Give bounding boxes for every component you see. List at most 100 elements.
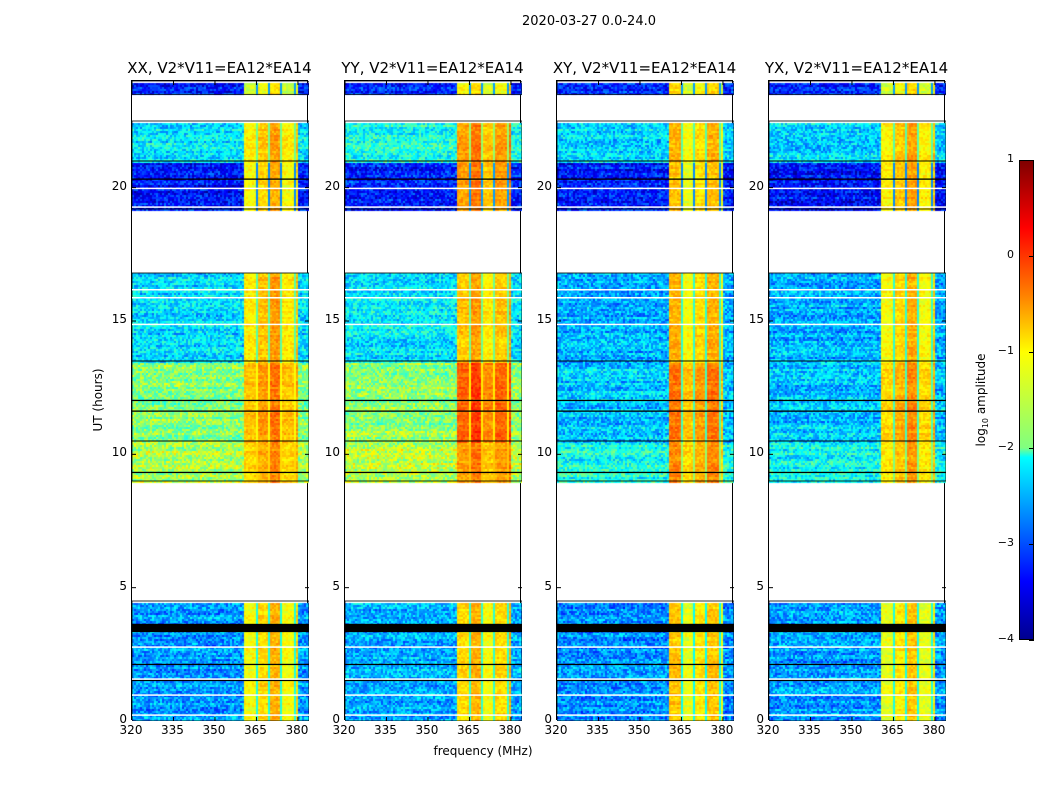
flagged-line (132, 623, 309, 627)
time-band-block (769, 600, 946, 721)
colorbar-tick-mark (1029, 256, 1034, 257)
x-tick-label: 365 (244, 723, 267, 737)
x-tick-label: 350 (415, 723, 439, 737)
time-band-block (769, 440, 946, 482)
x-tick-label: 335 (374, 723, 397, 737)
flagged-line (345, 623, 522, 627)
blank-line (132, 289, 309, 291)
flagged-line (132, 399, 309, 402)
time-band-block (345, 160, 522, 210)
time-band-block (557, 440, 734, 482)
blank-line (557, 714, 734, 716)
time-band-block (557, 272, 734, 362)
colorbar-tick-mark (1029, 544, 1034, 545)
x-tick-label: 365 (669, 723, 692, 737)
x-tick-label: 320 (544, 723, 568, 737)
blank-line (132, 187, 309, 190)
blank-line (557, 323, 734, 326)
blank-line (132, 714, 309, 716)
waterfall-panel (556, 80, 734, 721)
blank-line (769, 646, 946, 648)
y-tick-label: 15 (748, 312, 764, 326)
waterfall-panel (768, 80, 946, 721)
y-tick-label: 10 (111, 445, 127, 460)
colorbar-label-sub: 10 (981, 417, 991, 429)
blank-line (557, 187, 734, 190)
colorbar (1019, 160, 1034, 640)
time-band-block (345, 81, 522, 95)
x-tick-label: 320 (756, 723, 780, 737)
flagged-line (345, 626, 522, 630)
time-band-block (769, 81, 946, 95)
flagged-line (132, 178, 309, 180)
time-band-block (132, 160, 309, 210)
time-band-block (132, 120, 309, 162)
blank-line (132, 694, 309, 696)
flagged-line (345, 399, 522, 402)
colorbar-tick-label: 1 (1007, 152, 1014, 165)
colorbar-tick-label: −4 (997, 632, 1014, 645)
flagged-line (132, 663, 309, 666)
time-band-block (132, 440, 309, 482)
colorbar-label: log10 amplitude (974, 354, 990, 447)
time-band-block (345, 440, 522, 482)
blank-line (132, 646, 309, 648)
blank-line (557, 206, 734, 208)
flagged-line (769, 399, 946, 402)
y-tick-label: 5 (119, 578, 127, 593)
y-tick-label: 20 (748, 178, 764, 193)
colorbar-tick-mark (1029, 448, 1034, 449)
colorbar-tick-label: −2 (997, 440, 1014, 453)
blank-line (557, 678, 734, 680)
blank-line (132, 678, 309, 680)
flagged-line (769, 410, 946, 412)
x-tick-label: 335 (586, 723, 609, 737)
x-tick-label: 335 (798, 723, 821, 737)
flagged-line (769, 623, 946, 627)
figure-title: 2020-03-27 0.0-24.0 (522, 14, 656, 29)
colorbar-tick-mark (1029, 640, 1034, 641)
y-tick-label: 0 (756, 712, 764, 726)
blank-line (769, 289, 946, 291)
blank-line (769, 694, 946, 696)
flagged-line (557, 410, 734, 412)
y-tick-label: 10 (536, 445, 552, 460)
x-tick-label: 320 (119, 723, 143, 737)
x-tick-label: 380 (285, 723, 309, 737)
x-tick-label: 350 (839, 723, 863, 737)
blank-line (345, 646, 522, 648)
y-tick-label: 15 (536, 312, 552, 326)
flagged-line (557, 471, 734, 474)
blank-line (345, 678, 522, 680)
y-tick-label: 10 (324, 445, 340, 460)
waterfall-panel (344, 80, 522, 721)
blank-line (132, 297, 309, 299)
time-band-block (345, 272, 522, 362)
x-tick-label: 335 (161, 723, 184, 737)
panel-title: YY, V2*V11=EA12*EA14 (341, 59, 524, 77)
panel-title: XX, V2*V11=EA12*EA14 (127, 59, 312, 77)
flagged-line (345, 629, 522, 633)
flagged-line (132, 629, 309, 633)
flagged-line (557, 679, 734, 682)
colorbar-tick-label: −3 (997, 536, 1014, 549)
blank-line (345, 297, 522, 299)
time-band-block (345, 600, 522, 721)
y-tick-label: 20 (536, 178, 552, 193)
y-tick-label: 15 (324, 312, 340, 326)
blank-line (557, 297, 734, 299)
colorbar-label-log: log (973, 428, 988, 447)
time-band-block (557, 120, 734, 162)
x-tick-label: 380 (498, 723, 522, 737)
waterfall-panel (131, 80, 309, 721)
flagged-line (557, 178, 734, 180)
flagged-line (345, 663, 522, 666)
flagged-line (132, 679, 309, 682)
colorbar-tick-mark (1029, 160, 1034, 161)
x-tick-label: 320 (332, 723, 356, 737)
blank-line (132, 206, 309, 208)
panel-overlay (557, 81, 734, 721)
y-tick-label: 20 (111, 178, 127, 193)
blank-line (345, 694, 522, 696)
